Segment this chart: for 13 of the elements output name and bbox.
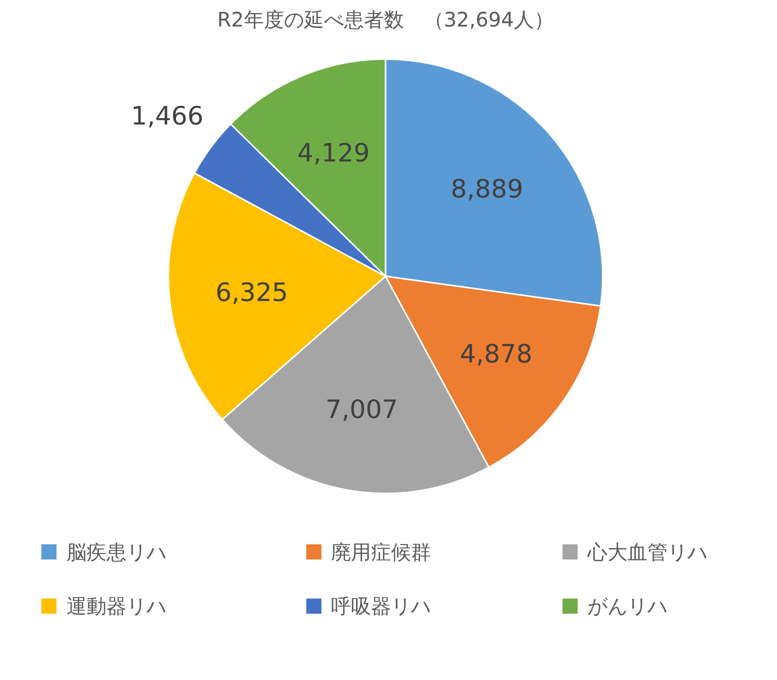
legend-label: 脳疾患リハ (66, 540, 166, 564)
legend-label: 運動器リハ (66, 594, 166, 618)
data-label: 4,878 (460, 338, 532, 368)
data-label: 8,889 (450, 173, 524, 204)
legend-label: がんリハ (587, 594, 668, 618)
legend-label: 呼吸器リハ (331, 594, 432, 618)
legend-label: 心大血管リハ (586, 540, 708, 564)
data-label: 6,325 (215, 276, 288, 307)
data-label: 7,007 (325, 394, 398, 424)
legend-label: 廃用症候群 (331, 540, 432, 564)
chart-title: R2年度の延べ患者数 （32,694人） (217, 8, 554, 32)
data-label: 4,129 (297, 138, 370, 168)
data-label: 1,466 (130, 100, 204, 131)
